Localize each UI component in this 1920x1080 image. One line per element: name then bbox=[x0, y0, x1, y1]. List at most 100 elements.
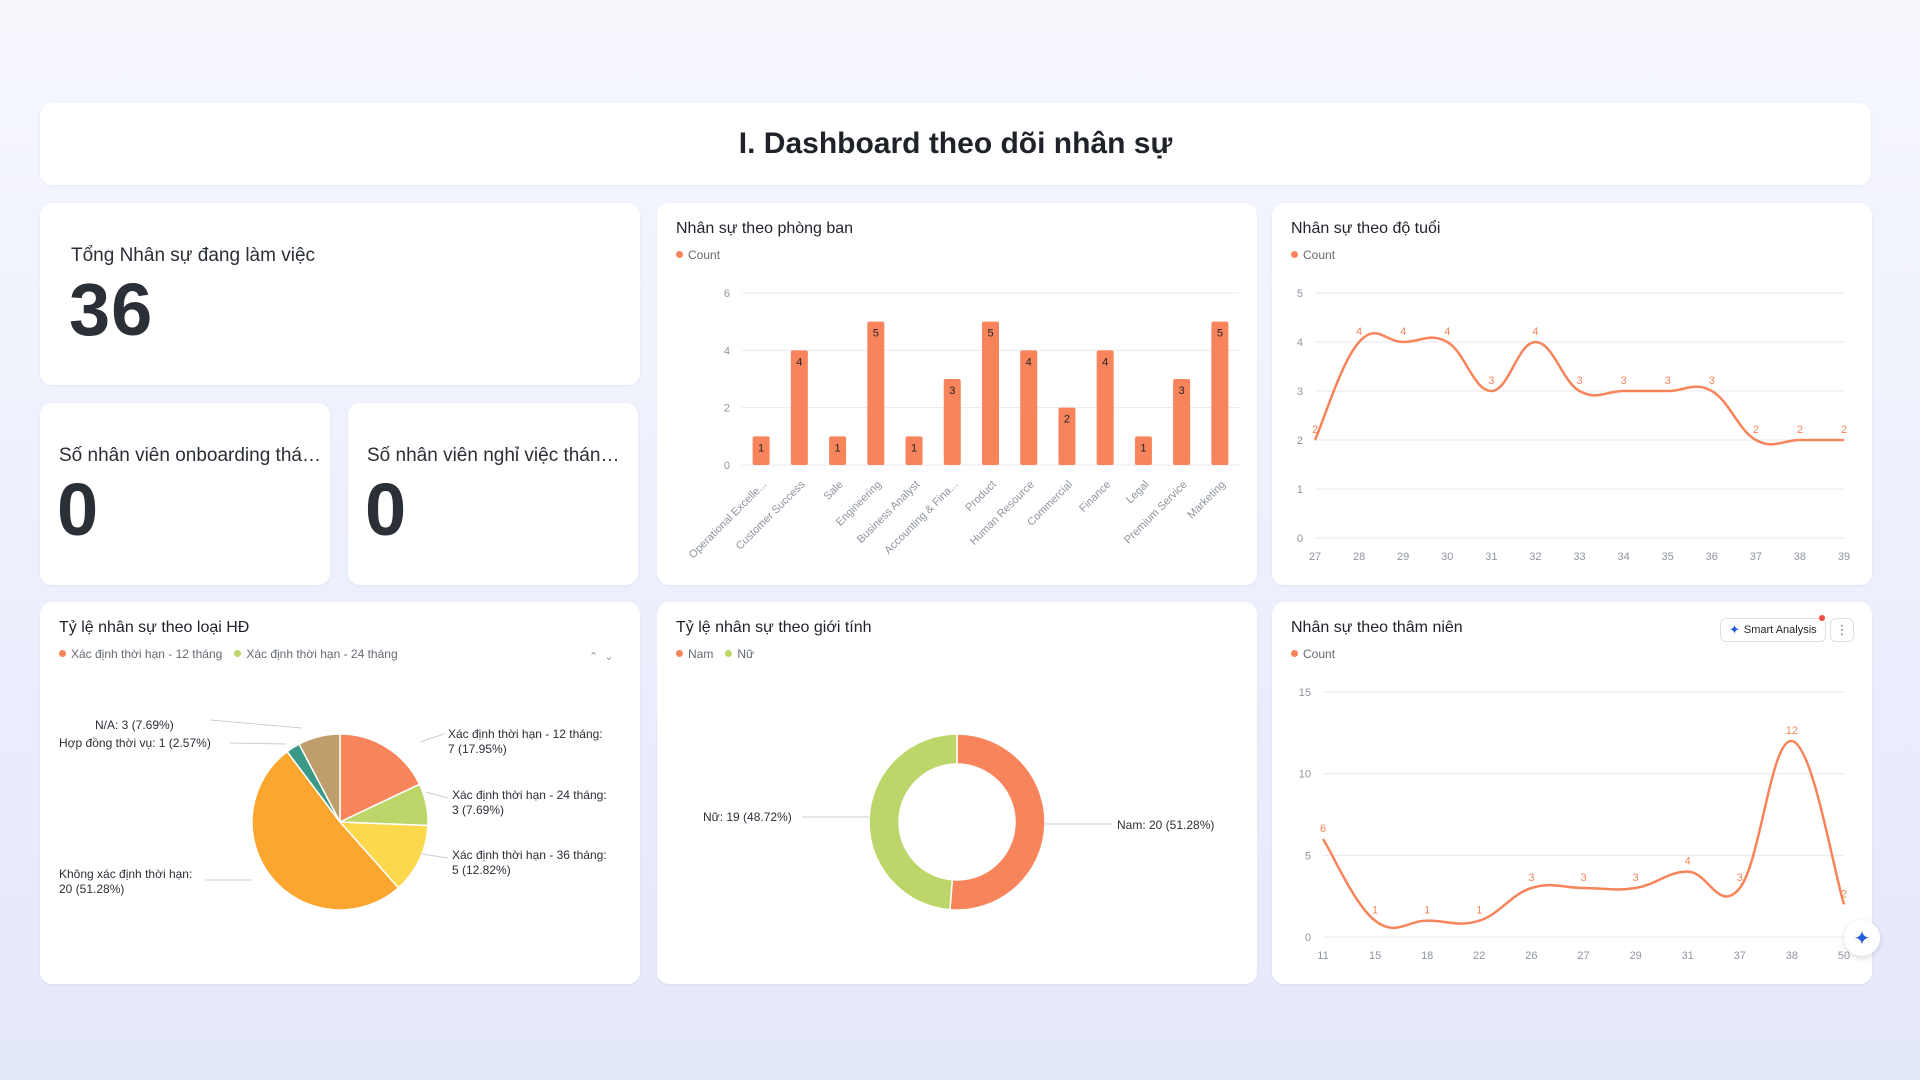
bar bbox=[867, 321, 885, 465]
legend-item-nam[interactable]: Nam bbox=[676, 647, 713, 661]
point-value-label: 3 bbox=[1580, 872, 1586, 884]
x-tick-label: 36 bbox=[1706, 551, 1718, 563]
kpi-total-value: 36 bbox=[69, 268, 154, 351]
point-value-label: 4 bbox=[1356, 326, 1362, 338]
page-title: I. Dashboard theo dõi nhân sự bbox=[738, 127, 1173, 160]
x-tick-label: 31 bbox=[1485, 551, 1497, 563]
x-tick-label: 30 bbox=[1441, 551, 1453, 563]
bar-value-label: 2 bbox=[1064, 414, 1070, 426]
more-options-icon[interactable]: ⋮ bbox=[1830, 618, 1854, 642]
bar-value-label: 5 bbox=[987, 328, 993, 340]
tenure-chart-legend[interactable]: Count bbox=[1291, 647, 1335, 661]
age-line-chart: 0123452722842943043133243333433533633723… bbox=[1297, 288, 1850, 563]
dept-chart-card[interactable]: Nhân sự theo phòng ban Count 0 2 4 6 1 Operat… bbox=[657, 203, 1257, 585]
point-value-label: 2 bbox=[1312, 424, 1318, 436]
kpi-onboarding-value: 0 bbox=[57, 468, 99, 551]
smart-analysis-button[interactable]: ✦ Smart Analysis bbox=[1720, 618, 1826, 642]
pie-label-thoivu: Hợp đồng thời vụ: 1 (2.57%) bbox=[59, 736, 211, 750]
legend-label: Count bbox=[688, 248, 721, 262]
leader-line bbox=[425, 791, 449, 799]
pie-slice bbox=[949, 733, 1046, 911]
y-tick-label: 1 bbox=[1297, 484, 1303, 496]
gender-chart-legend[interactable]: Nam Nữ bbox=[676, 647, 754, 661]
point-value-label: 2 bbox=[1753, 424, 1759, 436]
notification-dot bbox=[1819, 615, 1825, 621]
contract-chart-title: Tỷ lệ nhân sự theo loại HĐ bbox=[59, 619, 250, 636]
point-value-label: 4 bbox=[1532, 326, 1538, 338]
gender-chart-card[interactable]: Tỷ lệ nhân sự theo giới tính Nam Nữ Nữ: … bbox=[657, 602, 1257, 984]
sparkle-icon: ✦ bbox=[1853, 927, 1871, 950]
pie-label-na: N/A: 3 (7.69%) bbox=[95, 718, 174, 732]
pie-slice bbox=[339, 733, 421, 824]
y-tick-label: 5 bbox=[1305, 850, 1311, 862]
x-tick-label: 15 bbox=[1369, 950, 1381, 962]
point-value-label: 4 bbox=[1400, 326, 1406, 338]
point-value-label: 3 bbox=[1621, 375, 1627, 387]
age-chart-legend[interactable]: Count bbox=[1291, 248, 1335, 262]
kpi-onboarding-card[interactable]: Số nhân viên onboarding thán... 0 bbox=[40, 403, 330, 585]
leader-line bbox=[419, 733, 445, 743]
dept-chart-legend[interactable]: Count bbox=[676, 248, 720, 262]
legend-label: Nam bbox=[688, 647, 714, 661]
tenure-line-chart: 0 5 10 15 11 6 15 1 18 1 22 1 26 3 27 3 29 3 31 4 37 3 38 12 50 2 bbox=[1299, 687, 1850, 962]
x-tick-label: 37 bbox=[1750, 551, 1762, 563]
point-value-label: 2 bbox=[1797, 424, 1803, 436]
legend-item-24m[interactable]: Xác định thời hạn - 24 tháng bbox=[234, 647, 398, 661]
bar bbox=[1096, 350, 1114, 465]
bar-value-label: 1 bbox=[1140, 442, 1146, 454]
legend-item-count[interactable]: Count bbox=[1291, 248, 1335, 262]
y-tick-label: 15 bbox=[1299, 687, 1311, 699]
series-line bbox=[1321, 739, 1846, 930]
gender-donut-chart: Nữ: 19 (48.72%) Nam: 20 (51.28%) bbox=[703, 733, 1214, 911]
kpi-onboarding-label: Số nhân viên onboarding thán... bbox=[59, 445, 321, 466]
age-chart-card[interactable]: Nhân sự theo độ tuổi Count 0 1 2 3 4 5 27 2 28 4 2… bbox=[1272, 203, 1872, 585]
point-value-label: 2 bbox=[1841, 888, 1847, 900]
legend-label: Nữ bbox=[737, 647, 755, 661]
pie-slice bbox=[868, 733, 958, 911]
legend-item-count[interactable]: Count bbox=[676, 248, 720, 262]
smart-analysis-label: Smart Analysis bbox=[1743, 624, 1817, 636]
contract-chart-card[interactable]: Tỷ lệ nhân sự theo loại HĐ Xác định thời… bbox=[40, 602, 640, 984]
x-tick-label: 22 bbox=[1473, 950, 1485, 962]
x-tick-label: 34 bbox=[1617, 551, 1629, 563]
point-value-label: 6 bbox=[1320, 823, 1326, 835]
legend-item-nu[interactable]: Nữ bbox=[725, 647, 754, 661]
tenure-chart-card[interactable]: Nhân sự theo thâm niên Count ✦ Smart Ana… bbox=[1272, 602, 1872, 984]
contract-chart-legend[interactable]: Xác định thời hạn - 12 tháng Xác định th… bbox=[59, 647, 398, 661]
ai-assistant-button[interactable]: ✦ bbox=[1844, 920, 1880, 956]
x-tick-label: 31 bbox=[1682, 950, 1694, 962]
x-tick-label: 38 bbox=[1786, 950, 1798, 962]
kpi-resign-card[interactable]: Số nhân viên nghỉ việc tháng ... 0 bbox=[348, 403, 638, 585]
x-tick-label: 26 bbox=[1525, 950, 1537, 962]
y-tick-label: 3 bbox=[1297, 386, 1303, 398]
y-tick-label: 6 bbox=[724, 288, 730, 300]
bar bbox=[1211, 321, 1229, 465]
y-tick-label: 10 bbox=[1299, 769, 1311, 781]
x-tick-label: 29 bbox=[1629, 950, 1641, 962]
bar-value-label: 5 bbox=[1217, 328, 1223, 340]
x-tick-label: Customer Success bbox=[734, 478, 808, 552]
legend-label: Xác định thời hạn - 24 tháng bbox=[246, 647, 398, 661]
pie-slice bbox=[298, 733, 341, 823]
x-tick-label: 39 bbox=[1838, 551, 1850, 563]
x-tick-label: Sale bbox=[822, 479, 846, 503]
legend-label: Count bbox=[1303, 647, 1336, 661]
gender-chart-title: Tỷ lệ nhân sự theo giới tính bbox=[676, 619, 872, 636]
point-value-label: 12 bbox=[1786, 725, 1798, 737]
legend-pager-icon[interactable]: ⌃⌄ bbox=[589, 651, 620, 663]
kpi-total-card[interactable]: Tổng Nhân sự đang làm việc 36 bbox=[40, 203, 640, 385]
pie-slice bbox=[251, 750, 400, 911]
y-tick-label: 0 bbox=[1305, 932, 1311, 944]
point-value-label: 3 bbox=[1709, 375, 1715, 387]
pie-label-kxd-a: Không xác định thời hạn: bbox=[59, 867, 192, 881]
bar-value-label: 5 bbox=[873, 328, 879, 340]
leader-line bbox=[209, 719, 303, 729]
point-value-label: 1 bbox=[1476, 905, 1482, 917]
x-tick-label: 32 bbox=[1529, 551, 1541, 563]
legend-item-count[interactable]: Count bbox=[1291, 647, 1335, 661]
donut-label-nam: Nam: 20 (51.28%) bbox=[1117, 818, 1214, 832]
legend-item-12m[interactable]: Xác định thời hạn - 12 tháng bbox=[59, 647, 222, 661]
bar bbox=[1134, 436, 1152, 465]
leader-line bbox=[421, 853, 449, 859]
